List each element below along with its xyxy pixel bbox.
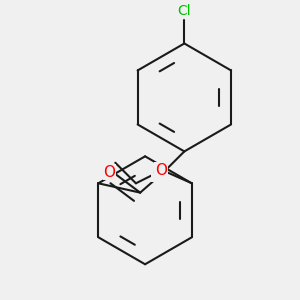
Text: O: O <box>152 166 164 181</box>
Text: O: O <box>155 163 167 178</box>
Text: Cl: Cl <box>178 4 191 19</box>
Text: O: O <box>103 164 115 179</box>
